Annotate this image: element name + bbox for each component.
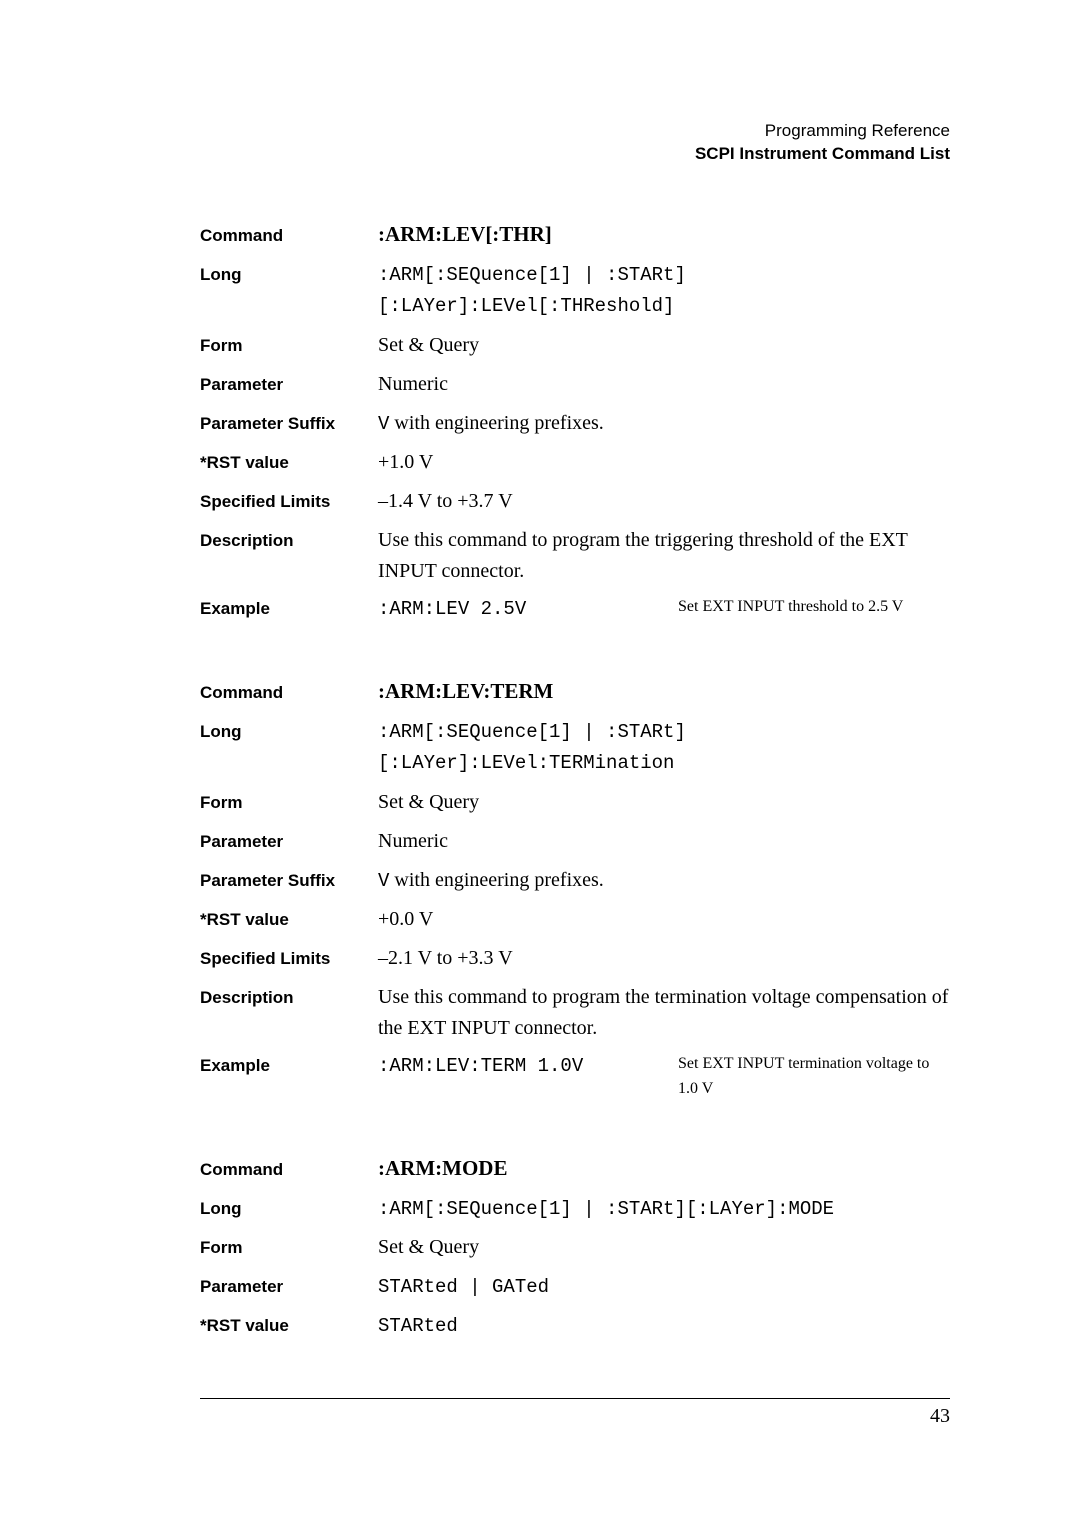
field-label: Example (200, 1053, 378, 1079)
footer-rule (200, 1398, 950, 1399)
field-row: Long:ARM[:SEQuence[1] | :STARt][:LAYer]:… (200, 259, 950, 322)
field-label: Long (200, 1196, 378, 1222)
field-label: Specified Limits (200, 946, 378, 972)
field-label: *RST value (200, 1313, 378, 1339)
command-section: Command:ARM:MODELong:ARM[:SEQuence[1] | … (200, 1152, 950, 1342)
field-row: *RST valueSTARted (200, 1310, 950, 1341)
field-value: +1.0 V (378, 447, 950, 478)
field-label: *RST value (200, 450, 378, 476)
field-row: Example:ARM:LEV:TERM 1.0VSet EXT INPUT t… (200, 1052, 950, 1102)
field-row: Command:ARM:MODE (200, 1152, 950, 1185)
field-label: Form (200, 790, 378, 816)
field-value: +0.0 V (378, 904, 950, 935)
command-title: :ARM:MODE (378, 1156, 507, 1180)
field-label: Form (200, 333, 378, 359)
field-value: :ARM[:SEQuence[1] | :STARt][:LAYer]:MODE (378, 1193, 950, 1224)
page-footer: 43 (200, 1398, 950, 1428)
field-label: Command (200, 1157, 378, 1183)
field-row: *RST value+0.0 V (200, 904, 950, 935)
field-label: Description (200, 528, 378, 554)
field-value: Use this command to program the terminat… (378, 982, 950, 1044)
page-header: Programming Reference SCPI Instrument Co… (200, 120, 950, 166)
mono-text: STARted | GATed (378, 1276, 549, 1298)
example-code: :ARM:LEV:TERM 1.0V (378, 1052, 678, 1102)
field-value: V with engineering prefixes. (378, 408, 950, 439)
command-title: :ARM:LEV:TERM (378, 679, 553, 703)
header-line-1: Programming Reference (200, 120, 950, 143)
field-value: :ARM:LEV:TERM (378, 675, 950, 708)
field-row: ParameterSTARted | GATed (200, 1271, 950, 1302)
page: Programming Reference SCPI Instrument Co… (0, 0, 1080, 1528)
field-label: Parameter (200, 1274, 378, 1300)
field-value: :ARM:LEV 2.5VSet EXT INPUT threshold to … (378, 595, 950, 624)
field-value: :ARM:MODE (378, 1152, 950, 1185)
field-value: :ARM[:SEQuence[1] | :STARt][:LAYer]:LEVe… (378, 716, 950, 779)
mono-text: STARted (378, 1315, 458, 1337)
mono-text: :ARM[:SEQuence[1] | :STARt][:LAYer]:LEVe… (378, 264, 686, 317)
command-section: Command:ARM:LEV[:THR]Long:ARM[:SEQuence[… (200, 218, 950, 625)
field-value: STARted (378, 1310, 950, 1341)
field-row: Specified Limits–2.1 V to +3.3 V (200, 943, 950, 974)
command-title: :ARM:LEV[:THR] (378, 222, 552, 246)
command-section: Command:ARM:LEV:TERMLong:ARM[:SEQuence[1… (200, 675, 950, 1102)
field-value: –1.4 V to +3.7 V (378, 486, 950, 517)
field-row: *RST value+1.0 V (200, 447, 950, 478)
mono-text: :ARM[:SEQuence[1] | :STARt][:LAYer]:LEVe… (378, 721, 686, 774)
example-description: Set EXT INPUT termination voltage to 1.0… (678, 1052, 950, 1102)
field-label: Form (200, 1235, 378, 1261)
field-label: Specified Limits (200, 489, 378, 515)
field-value: Set & Query (378, 787, 950, 818)
field-row: FormSet & Query (200, 787, 950, 818)
field-row: FormSet & Query (200, 330, 950, 361)
field-row: DescriptionUse this command to program t… (200, 982, 950, 1044)
field-value: STARted | GATed (378, 1271, 950, 1302)
field-row: Parameter SuffixV with engineering prefi… (200, 865, 950, 896)
field-row: Command:ARM:LEV[:THR] (200, 218, 950, 251)
field-row: Example:ARM:LEV 2.5VSet EXT INPUT thresh… (200, 595, 950, 624)
sections-container: Command:ARM:LEV[:THR]Long:ARM[:SEQuence[… (200, 218, 950, 1342)
field-row: Long:ARM[:SEQuence[1] | :STARt][:LAYer]:… (200, 1193, 950, 1224)
field-value: V with engineering prefixes. (378, 865, 950, 896)
header-line-2: SCPI Instrument Command List (200, 143, 950, 166)
field-label: Parameter (200, 372, 378, 398)
example-code: :ARM:LEV 2.5V (378, 595, 678, 624)
field-row: Command:ARM:LEV:TERM (200, 675, 950, 708)
field-label: Parameter Suffix (200, 411, 378, 437)
field-row: FormSet & Query (200, 1232, 950, 1263)
field-value: Use this command to program the triggeri… (378, 525, 950, 587)
example-description: Set EXT INPUT threshold to 2.5 V (678, 595, 903, 624)
field-value: Set & Query (378, 330, 950, 361)
field-value: :ARM:LEV[:THR] (378, 218, 950, 251)
field-label: Example (200, 596, 378, 622)
field-row: Long:ARM[:SEQuence[1] | :STARt][:LAYer]:… (200, 716, 950, 779)
field-value: :ARM[:SEQuence[1] | :STARt][:LAYer]:LEVe… (378, 259, 950, 322)
field-row: ParameterNumeric (200, 826, 950, 857)
field-row: Parameter SuffixV with engineering prefi… (200, 408, 950, 439)
field-value: :ARM:LEV:TERM 1.0VSet EXT INPUT terminat… (378, 1052, 950, 1102)
mono-text: :ARM[:SEQuence[1] | :STARt][:LAYer]:MODE (378, 1198, 834, 1220)
field-label: Long (200, 262, 378, 288)
field-label: Long (200, 719, 378, 745)
page-number: 43 (200, 1405, 950, 1428)
field-value: Numeric (378, 369, 950, 400)
field-label: Parameter Suffix (200, 868, 378, 894)
field-row: DescriptionUse this command to program t… (200, 525, 950, 587)
field-value: Set & Query (378, 1232, 950, 1263)
field-value: Numeric (378, 826, 950, 857)
field-label: Command (200, 223, 378, 249)
field-label: Parameter (200, 829, 378, 855)
field-value: –2.1 V to +3.3 V (378, 943, 950, 974)
field-row: Specified Limits–1.4 V to +3.7 V (200, 486, 950, 517)
field-label: Command (200, 680, 378, 706)
field-row: ParameterNumeric (200, 369, 950, 400)
field-label: *RST value (200, 907, 378, 933)
field-label: Description (200, 985, 378, 1011)
